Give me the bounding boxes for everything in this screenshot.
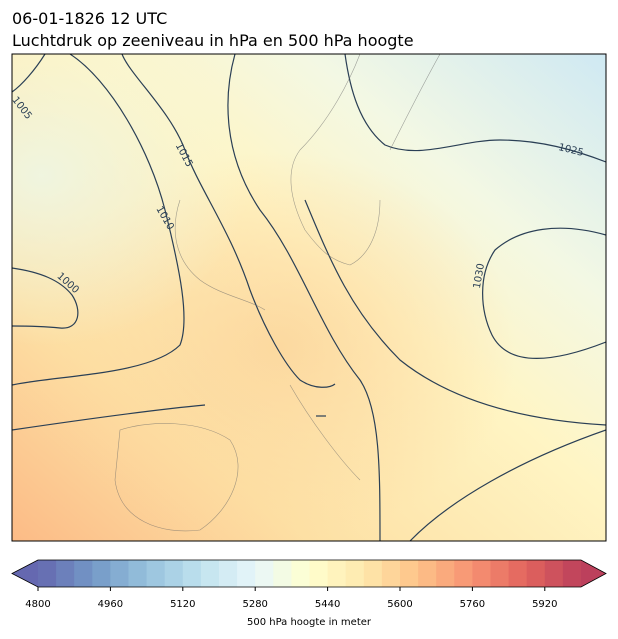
coastline <box>289 384 361 481</box>
coastlines <box>114 54 441 532</box>
colorbar-segment <box>273 560 292 587</box>
isobar <box>482 227 606 359</box>
colorbar-frame <box>11 559 607 588</box>
colorbar-segment <box>526 560 546 587</box>
colorbar-segment <box>345 560 365 587</box>
colorbar-tick-label: 5280 <box>242 599 267 610</box>
colorbar-segment <box>400 560 419 587</box>
colorbar-segment <box>291 560 310 587</box>
isobar <box>12 54 185 386</box>
colorbar-segment <box>74 560 93 587</box>
colorbar-segment <box>381 560 401 587</box>
colorbar-segment <box>146 560 166 587</box>
colorbar-segment <box>200 560 220 587</box>
isobar <box>304 199 606 426</box>
colorbar-segment <box>309 560 329 587</box>
title: 06-01-1826 12 UTC <box>12 9 167 28</box>
colorbar-segment <box>418 560 437 587</box>
colorbar-tick-label: 5440 <box>315 599 340 610</box>
isobars <box>12 54 606 541</box>
colorbar-segment <box>327 560 347 587</box>
colorbar-tick-label: 5920 <box>532 599 557 610</box>
contour-label: 1030 <box>472 263 487 290</box>
colorbar: 4800 4960 5120 5280 5440 5600 5760 5920 <box>11 559 607 610</box>
coastline <box>174 199 266 311</box>
coastline <box>290 54 381 266</box>
coastline <box>389 54 441 151</box>
isobar <box>12 404 206 431</box>
colorbar-segment <box>544 560 564 587</box>
map <box>12 54 606 541</box>
map-frame <box>11 53 607 542</box>
colorbar-label: 500 hPa hoogte in meter <box>247 617 372 628</box>
isobar <box>344 54 606 163</box>
colorbar-segment <box>56 560 75 587</box>
colorbar-segment <box>472 560 491 587</box>
colorbar-segment <box>110 560 129 587</box>
isobar <box>12 267 79 329</box>
colorbar-segment <box>255 560 274 587</box>
colorbar-segment <box>164 560 184 587</box>
colorbar-segment <box>128 560 148 587</box>
colorbar-segment <box>219 560 238 587</box>
colorbar-extend <box>12 560 38 587</box>
colorbar-segment <box>562 560 582 587</box>
colorbar-segment <box>182 560 202 587</box>
colorbar-segment <box>237 560 256 587</box>
colorbar-extend <box>581 560 606 587</box>
isobar <box>409 429 606 541</box>
colorbar-tick-label: 4960 <box>98 599 123 610</box>
colorbar-tick-label: 4800 <box>25 599 50 610</box>
colorbar-segment <box>92 560 111 587</box>
isobar <box>121 54 336 388</box>
colorbar-segment <box>436 560 455 587</box>
colorbar-segment <box>454 560 473 587</box>
colorbar-segment <box>508 560 528 587</box>
colorbar-segment <box>490 560 510 587</box>
height-field <box>12 54 606 541</box>
colorbar-tick-label: 5120 <box>170 599 195 610</box>
isobar <box>12 54 46 93</box>
isobar <box>227 54 381 541</box>
subtitle: Luchtdruk op zeeniveau in hPa en 500 hPa… <box>12 31 414 50</box>
colorbar-segment <box>363 560 383 587</box>
colorbar-tick-label: 5760 <box>460 599 485 610</box>
colorbar-tick-label: 5600 <box>387 599 412 610</box>
coastline <box>114 423 239 532</box>
colorbar-segment <box>38 560 57 587</box>
